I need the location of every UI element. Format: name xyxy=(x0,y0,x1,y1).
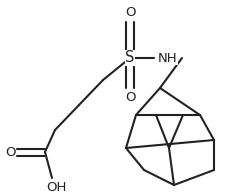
Text: O: O xyxy=(6,145,16,159)
Text: O: O xyxy=(125,6,135,19)
Text: OH: OH xyxy=(46,181,66,194)
Text: S: S xyxy=(125,51,135,66)
Text: O: O xyxy=(125,91,135,104)
Text: NH: NH xyxy=(158,51,178,65)
